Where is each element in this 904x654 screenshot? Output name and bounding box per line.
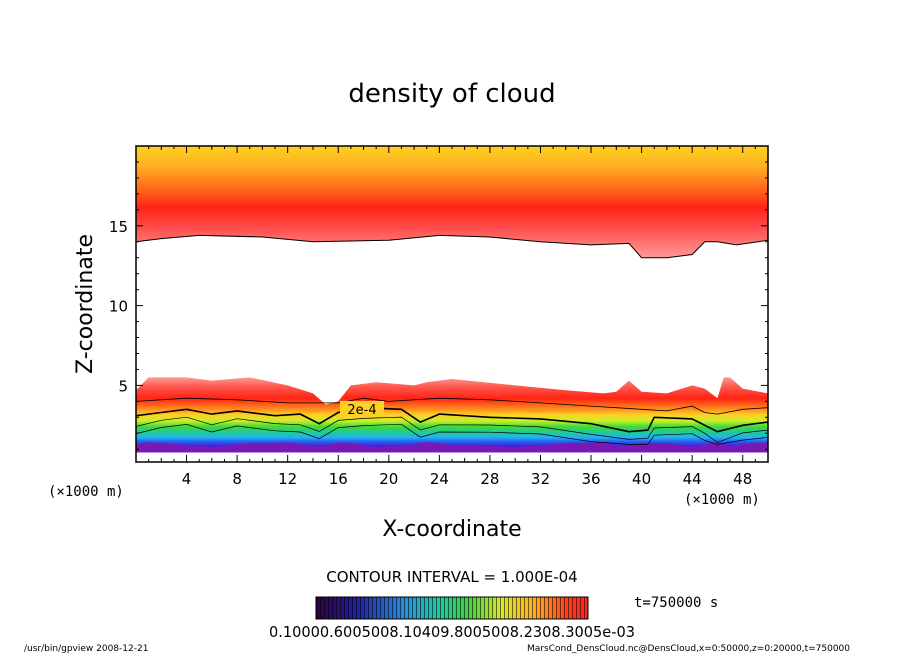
y-axis-title: Z-coordinate — [73, 234, 98, 374]
colorbar — [315, 596, 589, 620]
lower-cloud-base-band — [136, 442, 768, 453]
x-axis-ticks: 4 8 12 16 20 24 28 32 36 40 44 48 — [148, 146, 756, 488]
x-tick-label: 40 — [632, 470, 651, 488]
x-tick-label: 16 — [329, 470, 348, 488]
x-tick-label: 44 — [683, 470, 702, 488]
x-right-unit-label: (×1000 m) — [684, 492, 760, 508]
x-tick-label: 12 — [278, 470, 297, 488]
footer-source: MarsCond_DensCloud.nc@DensCloud,x=0:5000… — [527, 644, 850, 654]
colorbar-level-marks — [316, 597, 588, 619]
lower-contour-lines-thin — [136, 416, 768, 445]
chart-title: density of cloud — [348, 79, 555, 109]
upper-cloud-edge-contour — [136, 234, 768, 259]
footer-program: /usr/bin/gpview 2008-12-21 — [24, 644, 148, 654]
x-tick-label: 4 — [182, 470, 192, 488]
x-axis-title: X-coordinate — [382, 517, 521, 542]
y-axis-ticks: 5 10 15 — [109, 161, 768, 450]
upper-cloud-layer — [136, 146, 768, 258]
y-tick-label: 15 — [109, 218, 128, 236]
x-tick-label: 32 — [531, 470, 550, 488]
contour-label-background — [340, 401, 384, 417]
contour-line-thin-1 — [136, 416, 768, 443]
x-left-unit-label: (×1000 m) — [48, 484, 124, 500]
y-tick-label: 5 — [118, 377, 128, 395]
field-layers — [136, 146, 768, 453]
x-tick-label: 36 — [581, 470, 600, 488]
x-tick-label: 8 — [232, 470, 242, 488]
contour-interval-text: CONTOUR INTERVAL = 1.000E-04 — [326, 568, 577, 586]
x-tick-label: 28 — [480, 470, 499, 488]
contour-label: 2e-4 — [347, 403, 376, 418]
x-tick-label: 24 — [430, 470, 449, 488]
contour-line-thin-2 — [136, 423, 768, 445]
colorbar-frame — [315, 596, 589, 620]
time-label: t=750000 s — [634, 595, 718, 611]
lower-contour-line-upper — [136, 397, 768, 415]
x-tick-label: 48 — [733, 470, 752, 488]
colorbar-tick-labels: 0.10000.6005008.10409.8005008.2308.3005e… — [269, 623, 635, 641]
contour-line-2e-4 — [136, 406, 768, 433]
y-tick-label: 10 — [109, 298, 128, 316]
x-tick-label: 20 — [379, 470, 398, 488]
